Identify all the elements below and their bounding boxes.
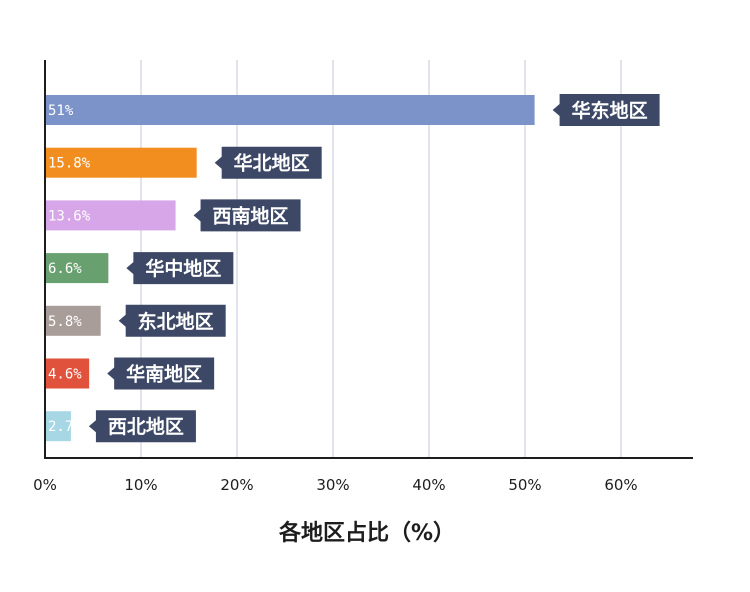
bar-value-label: 15.8%	[48, 156, 91, 172]
x-tick-label: 10%	[124, 476, 157, 494]
bar	[46, 147, 197, 178]
grid-layer	[140, 60, 622, 458]
axis-layer: 0% 10% 20% 30% 40% 50% 60%	[33, 60, 693, 494]
region-label: 华东地区	[572, 99, 648, 122]
region-label-box	[118, 304, 226, 337]
region-label: 西北地区	[108, 415, 184, 438]
bar	[46, 358, 90, 389]
x-axis-title: 各地区占比（%）	[278, 520, 455, 546]
region-label-box	[552, 94, 660, 126]
x-tick-label: 50%	[508, 476, 541, 494]
x-tick-label: 0%	[33, 476, 57, 494]
bars-layer: 51% 15.8% 13.6% 6.6% 5.8% 4.6% 2.7%	[46, 95, 535, 442]
region-label-box	[126, 252, 234, 285]
bar-value-label: 13.6%	[48, 208, 91, 224]
x-tick-label: 60%	[604, 476, 637, 494]
bar	[46, 200, 176, 231]
bar-value-label: 6.6%	[48, 261, 82, 277]
bar	[46, 253, 109, 284]
region-label-box	[214, 146, 322, 179]
region-label: 华北地区	[234, 152, 310, 175]
region-label-box	[193, 199, 301, 232]
x-tick-label: 20%	[220, 476, 253, 494]
bar-value-label: 5.8%	[48, 314, 82, 330]
region-label-box	[88, 410, 196, 443]
bar-value-label: 51%	[48, 103, 74, 119]
region-label: 西南地区	[213, 204, 289, 227]
region-label-box	[107, 357, 215, 390]
x-tick-label: 30%	[316, 476, 349, 494]
bar	[46, 95, 535, 125]
bar-value-label: 2.7%	[48, 419, 82, 435]
bar	[46, 411, 71, 442]
region-label: 华中地区	[145, 257, 221, 280]
bar	[46, 305, 101, 336]
x-tick-label: 40%	[412, 476, 445, 494]
region-label: 华南地区	[126, 363, 202, 386]
region-label: 东北地区	[138, 310, 214, 333]
bar-value-label: 4.6%	[48, 367, 82, 383]
